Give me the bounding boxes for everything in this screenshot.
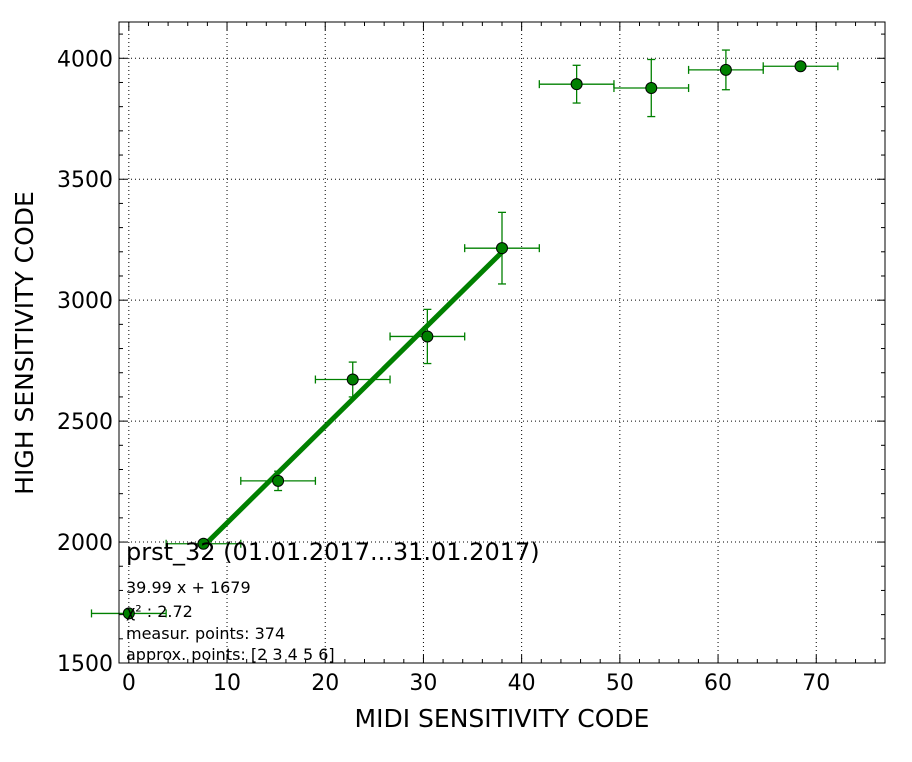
y-tick-label: 3500 (57, 168, 113, 193)
data-points (90, 49, 839, 620)
fit-line (201, 250, 504, 548)
data-point (197, 537, 210, 550)
data-point (346, 373, 359, 386)
annotation-title: prst_32 (01.01.2017...31.01.2017) (126, 538, 540, 566)
y-tick-label: 2500 (57, 410, 113, 435)
data-point (272, 474, 285, 487)
annotation-equation: 39.99 x + 1679 (126, 578, 251, 597)
tick-labels: 0 10 20 30 40 50 60 70 1500 2000 2500 3000 3500 4000 (57, 47, 830, 696)
axis-ticks (119, 22, 885, 664)
plot-frame (118, 21, 886, 664)
data-point (719, 63, 732, 76)
annotation-measur-points: measur. points: 374 (126, 624, 285, 643)
x-tick-label: 70 (802, 671, 830, 696)
y-axis-title: HIGH SENSITIVITY CODE (10, 191, 39, 495)
y-tick-label: 3000 (57, 289, 113, 314)
x-tick-label: 30 (409, 671, 437, 696)
annotation-approx-points: approx. points: [2 3 4 5 6] (126, 645, 335, 664)
grid-lines (119, 22, 885, 663)
x-tick-label: 0 (122, 671, 136, 696)
data-point (645, 82, 658, 95)
data-point (570, 78, 583, 91)
data-point (794, 60, 807, 73)
x-tick-label: 60 (704, 671, 732, 696)
x-axis-title: MIDI SENSITIVITY CODE (355, 704, 650, 733)
x-tick-label: 50 (606, 671, 634, 696)
x-tick-label: 10 (213, 671, 241, 696)
data-point (421, 330, 434, 343)
data-point (122, 607, 135, 620)
y-tick-label: 4000 (57, 47, 113, 72)
x-tick-label: 40 (508, 671, 536, 696)
y-tick-label: 1500 (57, 652, 113, 677)
data-point (496, 242, 508, 255)
x-tick-label: 20 (311, 671, 339, 696)
y-tick-label: 2000 (57, 531, 113, 556)
fit-line-group (201, 250, 504, 548)
annotation-chi2: χ² : 2.72 (126, 602, 193, 621)
